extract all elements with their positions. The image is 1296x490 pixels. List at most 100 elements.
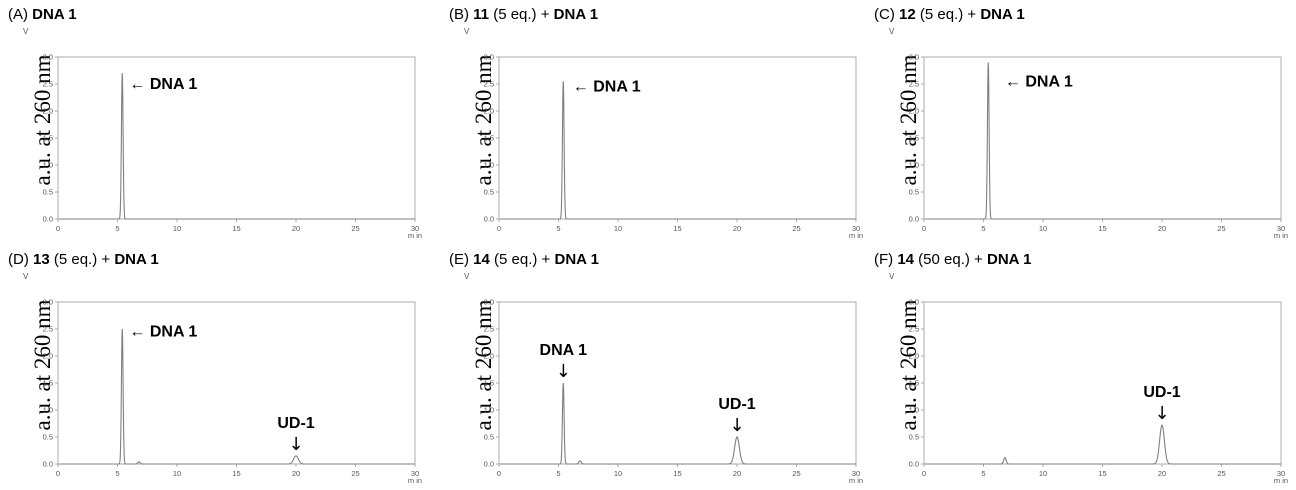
- equivalents: (5 eq.) +: [49, 251, 115, 268]
- y-tick-label: 1.0: [909, 161, 919, 170]
- y-tick-label: 3.0: [484, 53, 494, 62]
- y-tick-label: 1.5: [484, 379, 494, 388]
- y-tick-label: 1.0: [909, 406, 919, 415]
- y-tick-label: 3.0: [43, 298, 53, 307]
- plot-frame: [923, 56, 1282, 220]
- y-tick-label: 2.5: [484, 80, 494, 89]
- x-tick-label: 20: [292, 469, 300, 478]
- x-tick-label: 10: [173, 469, 181, 478]
- y-tick-label: 0.5: [43, 188, 53, 197]
- y-tick-label: 2.5: [43, 325, 53, 334]
- y-tick-label: 2.5: [43, 80, 53, 89]
- panel-title: (C) 12 (5 eq.) + DNA 1: [874, 6, 1025, 23]
- panel-a: (A) DNA 1 V a.u. at 260 nm 0.0 0.5 1.0 1.5 2…: [0, 0, 430, 245]
- peak-annotation: UD-1: [1143, 384, 1180, 401]
- plot-svg: 0.0 0.5 1.0 1.5 2.0 2.5 3.0 0 5 10 15 20 25 30m in ← D…: [484, 53, 864, 241]
- plot-frame: [498, 301, 857, 465]
- x-tick-label: 10: [614, 469, 622, 478]
- y-tick-label: 3.0: [43, 53, 53, 62]
- x-tick-label: 5: [115, 224, 119, 233]
- x-tick-label: 10: [1039, 224, 1047, 233]
- x-tick-label: 15: [1098, 224, 1106, 233]
- x-tick-label: 15: [232, 469, 240, 478]
- x-tick-label: 5: [115, 469, 119, 478]
- y-tick-label: 2.0: [484, 352, 494, 361]
- y-tick-label: 0.5: [484, 433, 494, 442]
- x-tick-label: 25: [1217, 469, 1225, 478]
- panel-d: (D) 13 (5 eq.) + DNA 1 V a.u. at 260 nm …: [0, 245, 430, 490]
- panel-e: (E) 14 (5 eq.) + DNA 1 V a.u. at 260 nm …: [441, 245, 871, 490]
- plot-frame: [57, 301, 416, 465]
- x-unit-mark: m in: [408, 476, 422, 485]
- y-tick-label: 0.0: [43, 215, 53, 224]
- compound-number: 11: [473, 6, 490, 23]
- panel-letter: (A): [8, 6, 33, 23]
- y-tick-label: 0.0: [909, 215, 919, 224]
- plot-svg: 0.0 0.5 1.0 1.5 2.0 2.5 3.0 0 5 10 15 20 25 30m in ← D…: [43, 53, 423, 241]
- peak-annotation: DNA 1: [540, 342, 588, 359]
- y-unit-mark: V: [464, 27, 470, 36]
- panel-letter: (C): [874, 6, 899, 23]
- x-tick-label: 15: [673, 469, 681, 478]
- x-tick-label: 25: [792, 224, 800, 233]
- chromatogram-line: [59, 73, 415, 220]
- peak-annotation: UD-1: [277, 415, 314, 432]
- x-tick-label: 10: [614, 224, 622, 233]
- y-tick-label: 2.0: [909, 107, 919, 116]
- y-tick-label: 2.5: [909, 80, 919, 89]
- y-tick-label: 0.0: [909, 460, 919, 469]
- y-tick-label: 0.0: [484, 460, 494, 469]
- y-tick-label: 0.0: [484, 215, 494, 224]
- x-tick-label: 30: [411, 224, 419, 233]
- dna-label: DNA 1: [980, 6, 1025, 23]
- panel-title: (B) 11 (5 eq.) + DNA 1: [449, 6, 598, 23]
- y-tick-label: 0.0: [43, 460, 53, 469]
- x-tick-label: 20: [292, 224, 300, 233]
- y-tick-label: 2.0: [43, 107, 53, 116]
- chromatogram-line: [925, 424, 1281, 465]
- plot-frame: [57, 56, 416, 220]
- x-tick-label: 20: [1158, 224, 1166, 233]
- x-tick-label: 0: [922, 224, 926, 233]
- x-tick-label: 30: [852, 224, 860, 233]
- x-tick-label: 0: [497, 224, 501, 233]
- y-tick-label: 3.0: [909, 298, 919, 307]
- x-tick-label: 25: [351, 224, 359, 233]
- y-unit-mark: V: [889, 272, 895, 281]
- panel-letter: (D): [8, 251, 33, 268]
- peak-annotation: ← DNA 1: [1005, 73, 1073, 90]
- chromatogram-line: [59, 328, 415, 465]
- x-unit-mark: m in: [1274, 231, 1288, 240]
- plot-frame: [923, 301, 1282, 465]
- compound-number: 12: [899, 6, 916, 23]
- y-tick-label: 1.0: [484, 406, 494, 415]
- equivalents: (50 eq.) +: [914, 251, 987, 268]
- peak-annotation: ← DNA 1: [129, 76, 197, 93]
- x-unit-mark: m in: [408, 231, 422, 240]
- y-tick-label: 1.0: [43, 406, 53, 415]
- x-tick-label: 15: [232, 224, 240, 233]
- plot-svg: 0.0 0.5 1.0 1.5 2.0 2.5 3.0 0 5 10 15 20 25 30m in ← D…: [43, 298, 423, 486]
- panel-c: (C) 12 (5 eq.) + DNA 1 V a.u. at 260 nm …: [866, 0, 1296, 245]
- y-tick-label: 3.0: [484, 298, 494, 307]
- panel-letter: (F): [874, 251, 898, 268]
- y-tick-label: 2.5: [484, 325, 494, 334]
- plot-svg: 0.0 0.5 1.0 1.5 2.0 2.5 3.0 0 5 10 15 20 25 30m in DNA…: [484, 298, 864, 486]
- x-unit-mark: m in: [849, 476, 863, 485]
- down-arrow-icon: ↓: [729, 415, 744, 436]
- equivalents: (5 eq.) +: [489, 6, 554, 23]
- x-tick-label: 5: [981, 469, 985, 478]
- y-unit-mark: V: [23, 27, 29, 36]
- dna-label: DNA 1: [554, 251, 599, 268]
- dna-label: DNA 1: [553, 6, 599, 23]
- panel-title: (A) DNA 1: [8, 6, 77, 23]
- compound-number: 13: [33, 251, 50, 268]
- x-unit-mark: m in: [849, 231, 863, 240]
- down-arrow-icon: ↓: [556, 361, 571, 382]
- panel-letter: (E): [449, 251, 474, 268]
- x-tick-label: 15: [673, 224, 681, 233]
- plot-svg: 0.0 0.5 1.0 1.5 2.0 2.5 3.0 0 5 10 15 20 25 30m in ← D…: [909, 53, 1289, 241]
- equivalents: (5 eq.) +: [915, 6, 981, 23]
- chromatogram-line: [500, 81, 856, 220]
- panel-letter: (B): [449, 6, 474, 23]
